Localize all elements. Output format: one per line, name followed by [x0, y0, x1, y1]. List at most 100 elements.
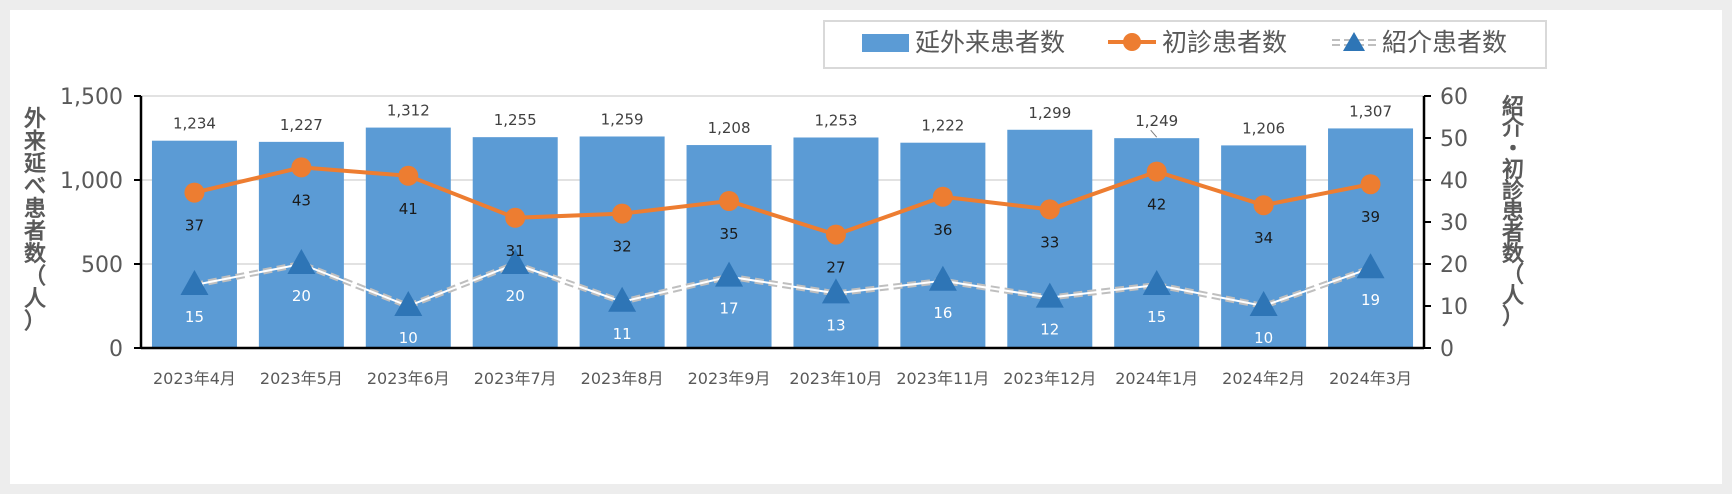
bar-label-6: 1,253: [814, 111, 857, 129]
referral-label-5: 17: [719, 300, 738, 318]
legend-box: [823, 20, 1547, 69]
x-tick-label-8: 2023年12月: [1003, 369, 1096, 388]
first-visit-label-6: 27: [826, 259, 845, 277]
y-left-title-char-1: 来: [23, 130, 47, 155]
bar-label-11: 1,307: [1349, 102, 1392, 120]
bar-7: [900, 142, 986, 348]
first-visit-marker-6: [825, 224, 846, 245]
bar-label-9: 1,249: [1135, 112, 1178, 130]
legend-swatch-ref-marker: [1343, 32, 1365, 51]
y-left-tick-label-0: 0: [109, 337, 123, 362]
bar-label-3: 1,255: [494, 111, 537, 129]
first-visit-label-7: 36: [933, 221, 952, 239]
referral-label-6: 13: [826, 316, 845, 334]
y-left-tick-label-3: 1,500: [60, 85, 123, 110]
y-right-title-char-8: （: [1502, 263, 1524, 288]
referral-label-1: 20: [292, 287, 311, 305]
x-tick-label-2: 2023年6月: [367, 369, 450, 388]
first-visit-marker-1: [291, 157, 312, 178]
legend-label-first: 初診患者数: [1162, 28, 1287, 57]
bar-label-7: 1,222: [921, 117, 964, 135]
y-right-title-char-7: 数: [1502, 241, 1525, 267]
first-visit-label-1: 43: [292, 191, 311, 209]
referral-marker-11: [1356, 253, 1385, 279]
y-right-title-char-4: 診: [1502, 178, 1525, 204]
first-visit-label-9: 42: [1147, 196, 1166, 214]
legend-label-bars: 延外来患者数: [915, 28, 1065, 57]
y-left-tick-label-2: 1,000: [60, 169, 123, 194]
first-visit-label-5: 35: [719, 225, 738, 243]
y-right-title-char-0: 紹: [1502, 94, 1524, 120]
y-right-tick-label-6: 60: [1440, 85, 1468, 110]
x-tick-label-11: 2024年3月: [1329, 369, 1412, 388]
first-visit-marker-2: [398, 165, 419, 186]
bar-label-5: 1,208: [708, 119, 751, 137]
first-visit-marker-11: [1360, 174, 1381, 195]
bar-label-8: 1,299: [1028, 104, 1071, 122]
first-visit-series: [184, 157, 1381, 245]
bars-series: [151, 127, 1414, 348]
bar-label-2: 1,312: [387, 102, 430, 120]
referral-marker-9: [1142, 270, 1171, 295]
x-tick-label-9: 2024年1月: [1115, 369, 1198, 388]
bar-label-4: 1,259: [601, 110, 644, 128]
referral-marker-3: [501, 249, 530, 274]
y-right-title-char-10: ）: [1502, 305, 1524, 330]
x-tick-label-6: 2023年10月: [789, 369, 882, 388]
bar-label-leader-9: [1150, 129, 1158, 138]
first-visit-marker-9: [1146, 161, 1167, 182]
y-right-tick-label-5: 50: [1440, 127, 1468, 152]
first-visit-label-2: 41: [399, 200, 418, 218]
first-visit-marker-5: [719, 191, 740, 211]
legend-label-ref: 紹介患者数: [1382, 28, 1507, 57]
x-tick-label-3: 2023年7月: [474, 369, 557, 388]
y-left-tick-label-1: 500: [81, 253, 123, 278]
y-right-title-char-3: 初: [1502, 157, 1524, 183]
referral-marker-1: [287, 249, 316, 274]
y-right-title-char-1: 介: [1501, 115, 1525, 141]
data-labels: 1,234 1,227 1,312 1,255 1,259 1,208 1,253 1,222…: [173, 102, 1392, 347]
referral-marker-5: [715, 261, 744, 287]
y-left-title-char-6: 数: [24, 241, 47, 267]
referral-label-4: 11: [613, 325, 632, 343]
y-right-tick-label-1: 10: [1440, 295, 1468, 320]
referral-label-0: 15: [185, 308, 204, 326]
first-visit-label-11: 39: [1361, 208, 1380, 226]
first-visit-label-10: 34: [1254, 229, 1273, 247]
bar-4: [579, 136, 665, 348]
referral-marker-8: [1035, 282, 1064, 308]
y-left-title-char-8: 人: [24, 287, 46, 312]
first-visit-marker-10: [1253, 195, 1274, 216]
y-left-title-char-7: （: [24, 265, 46, 290]
legend: 延外来患者数 初診患者数 紹介患者数: [823, 20, 1547, 69]
referral-marker-10: [1249, 291, 1278, 316]
first-visit-marker-3: [505, 207, 526, 228]
referral-label-8: 12: [1040, 321, 1059, 339]
referral-label-3: 20: [506, 287, 525, 305]
y-right-title-char-2: ・: [1502, 137, 1524, 162]
tick-labels: 0 500 1,000 1,500 0 10 20 30 40 50 60 2023年4月 2023年5…: [60, 85, 1468, 388]
bar-label-0: 1,234: [173, 115, 216, 133]
x-tick-label-4: 2023年8月: [581, 369, 664, 388]
bar-11: [1328, 128, 1414, 348]
axes: [134, 95, 1431, 350]
y-right-title-char-9: 人: [1502, 284, 1524, 309]
x-tick-label-10: 2024年2月: [1222, 369, 1305, 388]
first-visit-label-0: 37: [185, 217, 204, 235]
y-right-title-char-5: 患: [1502, 199, 1524, 225]
y-left-title-char-0: 外: [24, 106, 46, 132]
legend-swatch-bars: [862, 34, 909, 52]
referral-label-2: 10: [399, 329, 418, 347]
combo-chart: 1,234 1,227 1,312 1,255 1,259 1,208 1,253 1,222…: [23, 20, 1547, 388]
bar-3: [472, 137, 558, 348]
y-right-tick-label-2: 20: [1440, 253, 1468, 278]
bar-8: [1007, 129, 1093, 348]
first-visit-label-8: 33: [1040, 233, 1059, 251]
y-right-tick-label-0: 0: [1440, 337, 1454, 362]
referral-label-11: 19: [1361, 291, 1380, 309]
chart-frame: 1,234 1,227 1,312 1,255 1,259 1,208 1,253 1,222…: [10, 10, 1722, 484]
first-visit-marker-0: [184, 182, 205, 203]
y-right-tick-label-3: 30: [1440, 211, 1468, 236]
